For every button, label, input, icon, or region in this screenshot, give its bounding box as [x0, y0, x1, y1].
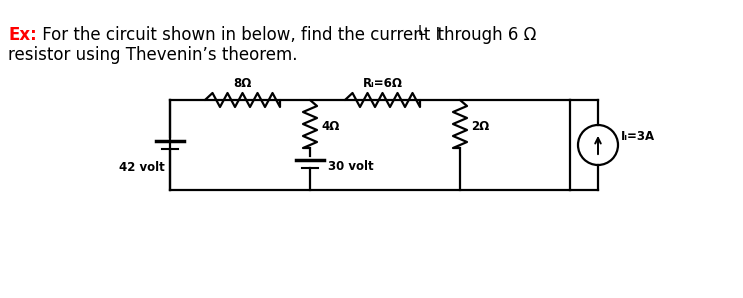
Text: 30 volt: 30 volt — [328, 159, 374, 173]
Text: Ex:: Ex: — [8, 26, 36, 44]
Text: resistor using Thevenin’s theorem.: resistor using Thevenin’s theorem. — [8, 46, 297, 64]
Text: 8Ω: 8Ω — [233, 77, 252, 90]
Text: Rₗ=6Ω: Rₗ=6Ω — [363, 77, 403, 90]
Text: L: L — [418, 24, 426, 38]
Text: 42 volt: 42 volt — [119, 161, 165, 174]
Text: For the circuit shown in below, find the current I: For the circuit shown in below, find the… — [37, 26, 441, 44]
Text: 4Ω: 4Ω — [321, 119, 340, 133]
Text: Iₗ=3A: Iₗ=3A — [621, 131, 655, 144]
Text: 2Ω: 2Ω — [471, 119, 489, 133]
Text: through 6 Ω: through 6 Ω — [427, 26, 536, 44]
